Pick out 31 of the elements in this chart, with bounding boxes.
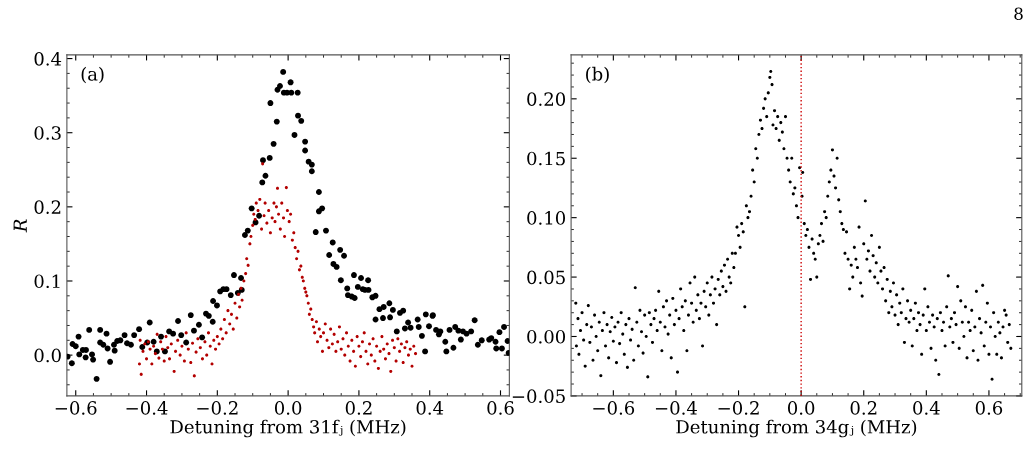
text: (a) [81, 66, 104, 84]
y-tick-label: 0.0 [34, 348, 61, 363]
x-tick-label: 0.6 [487, 401, 514, 415]
x-tick-label: −0.4 [126, 401, 168, 415]
x-tick-label: 0.0 [787, 401, 815, 415]
x-tick-label: −0.6 [593, 401, 635, 415]
y-tick-label: 0.15 [527, 151, 565, 166]
y-tick-label: 0.10 [527, 211, 566, 225]
x-tick-label: 0.2 [345, 401, 372, 415]
y-tick-label: 0.2 [34, 200, 61, 214]
text: (b) [586, 66, 609, 84]
x-tick-label: 0.4 [416, 401, 444, 415]
x-tick-label: 0.2 [850, 401, 877, 415]
x-tick-label: 0.0 [274, 401, 302, 415]
y-tick-label: 0.20 [527, 92, 566, 106]
x-tick-label: 0.4 [913, 401, 940, 415]
y-axis-title: R [13, 219, 27, 233]
x-axis-title: Detuning from 31fⱼ (MHz) [170, 419, 406, 438]
x-tick-label: −0.6 [55, 401, 97, 415]
x-tick-label: −0.2 [718, 401, 759, 415]
y-tick-label: 0.4 [34, 52, 62, 66]
y-tick-label: 0.00 [527, 329, 566, 344]
y-tick-label: 0.1 [34, 274, 60, 289]
x-tick-label: 0.6 [975, 401, 1003, 415]
x-axis-title: Detuning from 34gⱼ (MHz) [676, 419, 917, 438]
y-tick-label: −0.05 [512, 389, 565, 404]
y-tick-label: 0.3 [34, 126, 61, 140]
x-tick-label: −0.4 [655, 401, 697, 415]
x-tick-label: −0.2 [197, 401, 238, 415]
y-tick-label: 0.05 [527, 270, 565, 285]
text: 8 [1014, 7, 1023, 20]
